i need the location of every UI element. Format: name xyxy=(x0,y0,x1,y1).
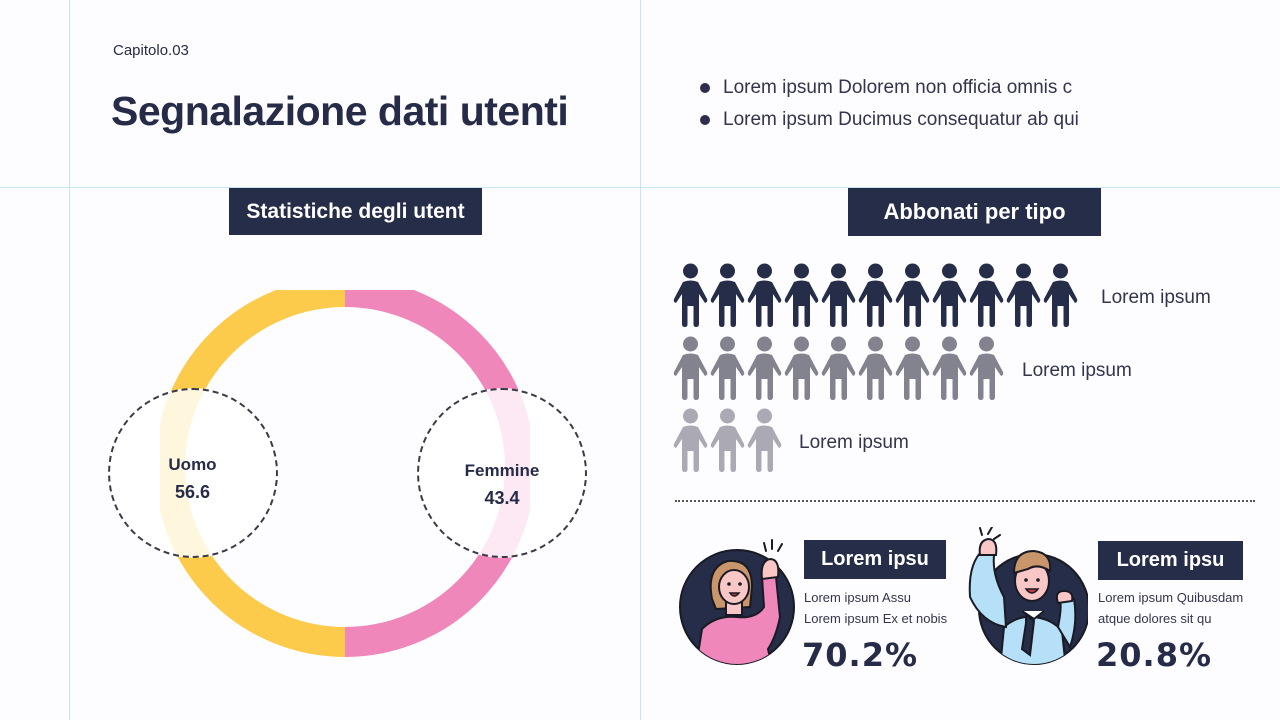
subscriber-row-3: Lorem ipsum xyxy=(672,407,909,478)
page-title: Segnalazione dati utenti xyxy=(111,88,569,134)
person-icon xyxy=(932,263,967,327)
person-icon xyxy=(821,263,856,327)
person-icon xyxy=(932,336,967,400)
card-tag-1: Lorem ipsu xyxy=(804,540,946,579)
person-icon xyxy=(747,408,782,472)
person-icon xyxy=(969,263,1004,327)
femmine-label: Femmine 43.4 xyxy=(464,461,540,508)
guide-line-vertical xyxy=(69,0,70,720)
subscriber-row-2: Lorem ipsum xyxy=(672,335,1132,406)
uomo-label: Uomo 56.6 xyxy=(168,455,217,502)
person-icon xyxy=(895,336,930,400)
person-icon xyxy=(895,263,930,327)
section-divider xyxy=(675,500,1255,502)
card-percent-1: 70.2% xyxy=(802,636,919,674)
bullet-dot-icon xyxy=(700,115,710,125)
card-tag-2: Lorem ipsu xyxy=(1098,541,1243,580)
card-description-1: Lorem ipsum Assu Lorem ipsum Ex et nobis xyxy=(804,590,948,626)
bullet-item: Lorem ipsum Ducimus consequatur ab qui xyxy=(700,106,1079,138)
person-icon xyxy=(1006,263,1041,327)
woman-cheering-icon xyxy=(679,539,795,665)
row-label: Lorem ipsum xyxy=(1101,286,1211,308)
person-icon xyxy=(858,263,893,327)
subscriber-row-1: Lorem ipsum xyxy=(672,262,1211,333)
person-icon xyxy=(710,263,745,327)
person-icon xyxy=(747,336,782,400)
person-icon xyxy=(784,263,819,327)
subscribers-tag: Abbonati per tipo xyxy=(848,188,1101,236)
person-icon xyxy=(673,408,708,472)
person-icon-group xyxy=(672,335,1005,406)
user-stats-tag: Statistiche degli utent xyxy=(229,188,482,235)
guide-line-vertical xyxy=(640,0,641,720)
row-label: Lorem ipsum xyxy=(799,431,909,453)
person-icon xyxy=(821,336,856,400)
bullet-dot-icon xyxy=(700,83,710,93)
man-cheering-icon xyxy=(968,527,1088,665)
person-icon xyxy=(710,336,745,400)
person-icon-group xyxy=(672,262,1079,333)
person-icon xyxy=(710,408,745,472)
guide-line-horizontal xyxy=(0,187,1280,188)
uomo-callout-circle xyxy=(108,388,278,558)
person-icon-group xyxy=(672,407,783,478)
card-percent-2: 20.8% xyxy=(1096,636,1213,674)
person-icon xyxy=(747,263,782,327)
person-icon xyxy=(784,336,819,400)
person-icon xyxy=(673,263,708,327)
row-label: Lorem ipsum xyxy=(1022,359,1132,381)
bullet-list: Lorem ipsum Dolorem non officia omnis c … xyxy=(700,74,1079,138)
person-icon xyxy=(1043,263,1078,327)
card-description-2: Lorem ipsum Quibusdam atque dolores sit … xyxy=(1098,590,1244,626)
person-icon xyxy=(858,336,893,400)
femmine-callout-circle xyxy=(417,388,587,558)
person-icon xyxy=(969,336,1004,400)
person-icon xyxy=(673,336,708,400)
bullet-item: Lorem ipsum Dolorem non officia omnis c xyxy=(700,74,1079,106)
chapter-label: Capitolo.03 xyxy=(113,42,189,59)
